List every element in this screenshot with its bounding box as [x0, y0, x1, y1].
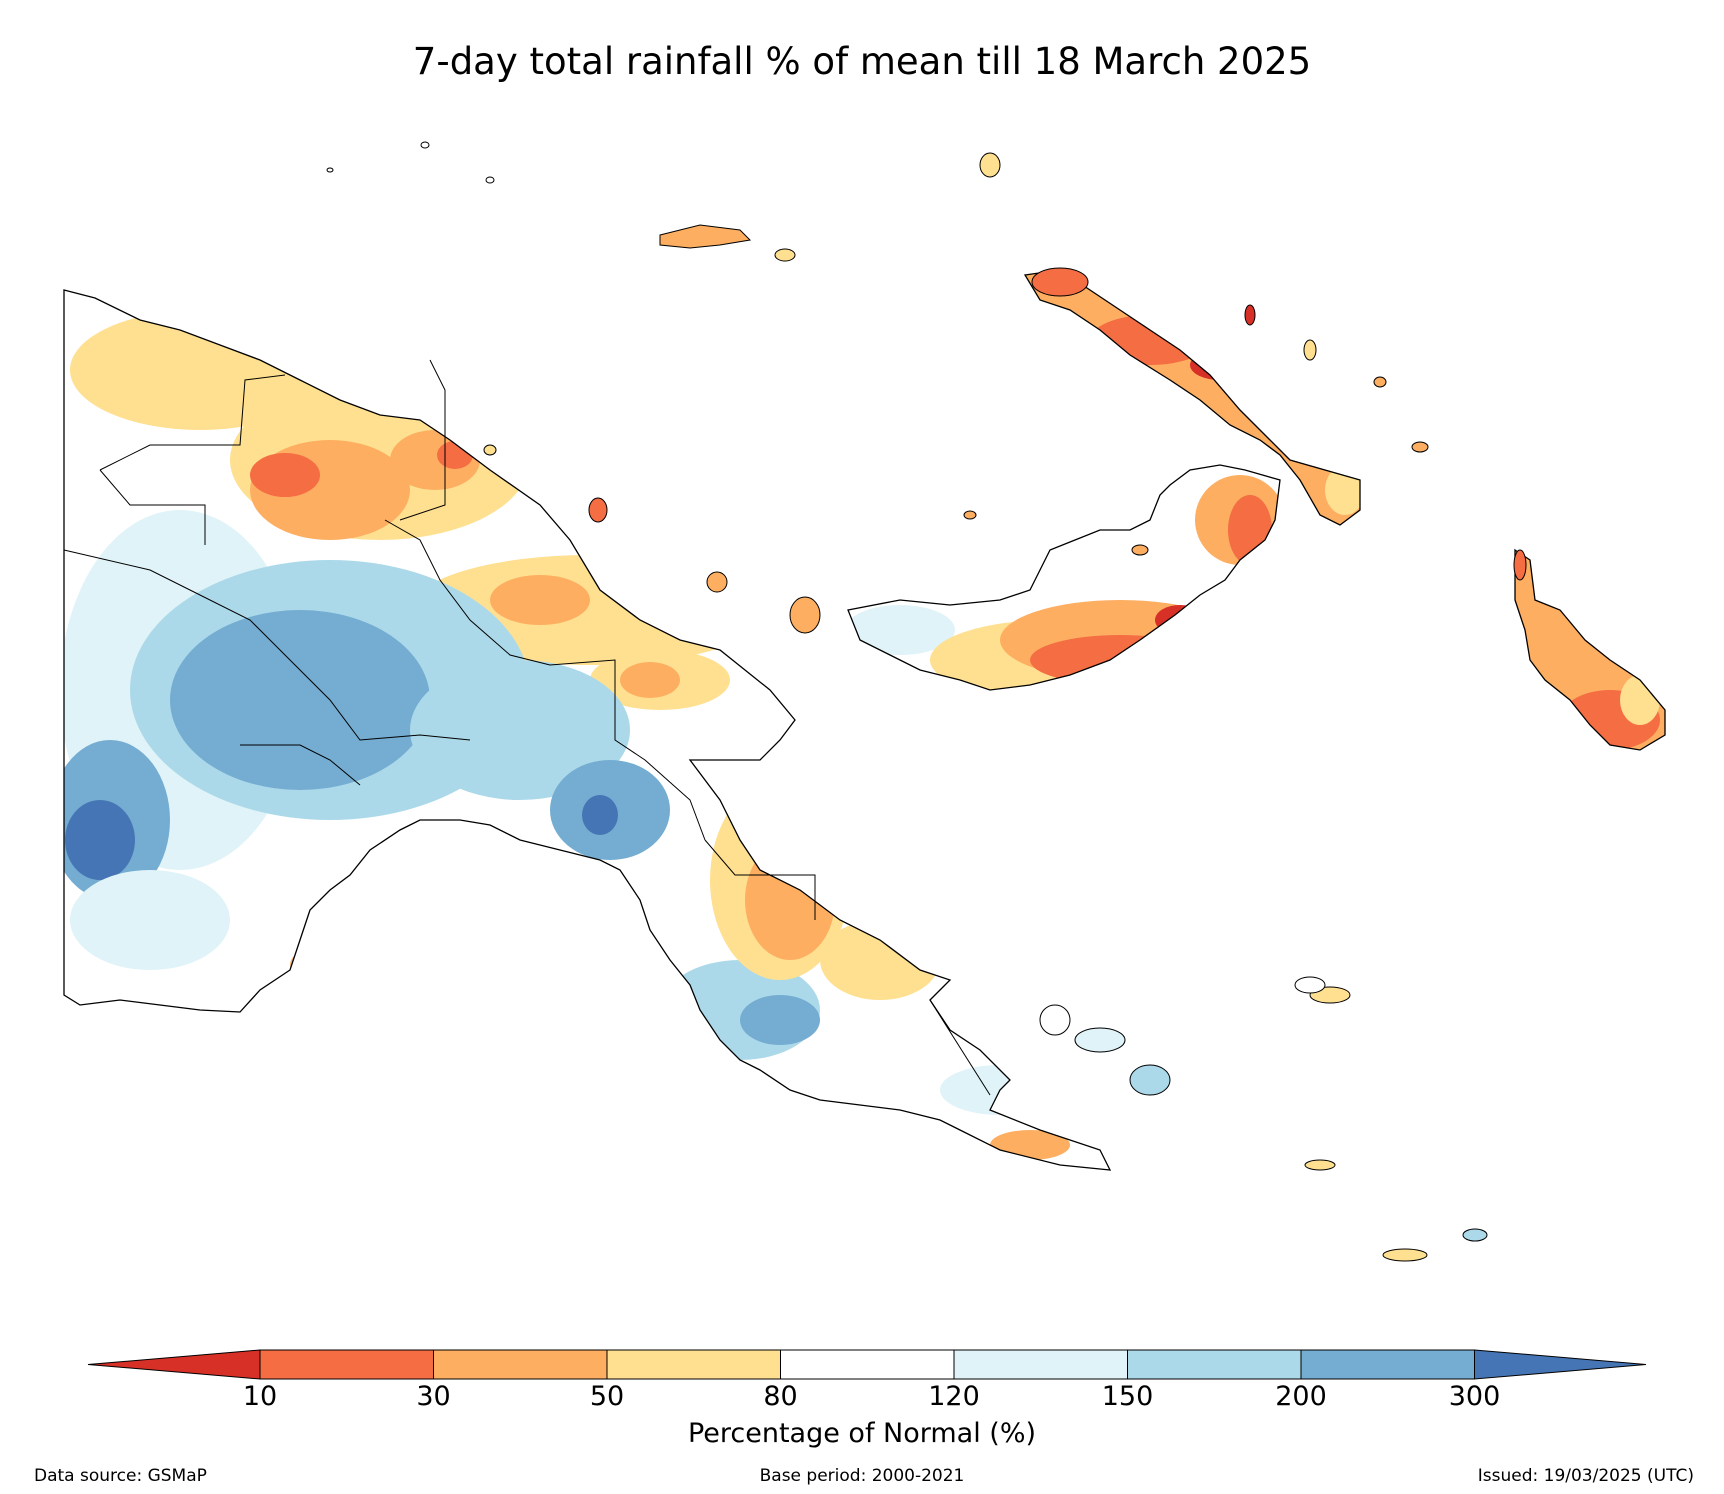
umboi-island — [1303, 339, 1317, 361]
data-source: Data source: GSMaP — [34, 1466, 207, 1486]
colorbar-tick-label: 80 — [763, 1381, 798, 1412]
colorbar-tick-label: 120 — [928, 1381, 980, 1412]
wuvulu-island — [485, 176, 495, 184]
colorbar-tick-label: 10 — [242, 1381, 278, 1412]
colorbar-segment-150-200 — [1127, 1349, 1302, 1380]
issued-date: Issued: 19/03/2025 (UTC) — [1477, 1466, 1694, 1486]
lihir-island — [1244, 304, 1256, 326]
dentrecasteaux-goodenough — [1039, 1004, 1071, 1036]
colorbar-tick-label: 150 — [1101, 1381, 1154, 1412]
nissan-island — [1411, 441, 1429, 453]
colorbar-segment-200-300 — [1300, 1349, 1475, 1380]
colorbar-segment-10-30 — [259, 1349, 434, 1380]
rain-zone-markham-orange — [620, 662, 680, 698]
ninigo-island — [420, 141, 430, 149]
mussau-island — [979, 152, 1001, 178]
colorbar-segment-50-80 — [606, 1349, 781, 1380]
hermit-island — [326, 167, 334, 173]
dentrecasteaux-fergusson — [1074, 1027, 1126, 1053]
rain-zone-central-wet — [410, 660, 630, 800]
small-islands — [326, 141, 1527, 1262]
rossel-island — [1462, 1228, 1488, 1242]
rain-zone-fly-core — [65, 800, 135, 880]
colorbar-tick-label: 300 — [1448, 1381, 1501, 1412]
karkar-island — [706, 571, 728, 593]
rain-zone-highlands-wet — [170, 610, 430, 790]
province-boundaries — [63, 359, 991, 1096]
colorbar-extend-high — [1474, 1349, 1647, 1380]
colorbar-tick-label: 50 — [589, 1381, 625, 1412]
rain-zone-central-province-core — [740, 995, 820, 1045]
rain-zone-fly-south-above — [70, 870, 230, 970]
colorbar-segment-120-150 — [953, 1349, 1128, 1380]
trobriand-kiriwina — [1294, 976, 1326, 994]
colorbar-tick-label: 200 — [1275, 1381, 1327, 1412]
new-hanover-island — [1031, 267, 1089, 297]
rain-zone-gulf-core — [582, 795, 618, 835]
umboi-2-island — [963, 510, 977, 520]
trobriand-island — [1131, 544, 1149, 556]
colorbar-tick-label: 30 — [416, 1381, 451, 1412]
colorbar-segment-80-120 — [780, 1349, 955, 1380]
colorbar-segment-30-50 — [433, 1349, 608, 1380]
bagabag-island — [483, 444, 497, 456]
colorbar-extend-low — [87, 1349, 261, 1380]
manus-island — [659, 224, 752, 249]
sudest-island — [1382, 1248, 1428, 1262]
long-island — [789, 596, 821, 634]
colorbar-label: Percentage of Normal (%) — [687, 1418, 1037, 1449]
tanga-island — [1373, 376, 1387, 388]
buka-island — [1513, 549, 1527, 581]
map-title: 7-day total rainfall % of mean till 18 M… — [412, 40, 1312, 83]
kadovar-island — [588, 497, 608, 523]
baluan-island — [774, 248, 796, 262]
rain-zone-nb-west-above — [848, 605, 955, 655]
rain-zone-madang-orange — [490, 575, 590, 625]
rain-zone-sepik-core — [250, 453, 320, 497]
base-period: Base period: 2000-2021 — [759, 1466, 965, 1486]
dentrecasteaux-normanby — [1129, 1064, 1171, 1096]
misima-island — [1304, 1159, 1336, 1171]
